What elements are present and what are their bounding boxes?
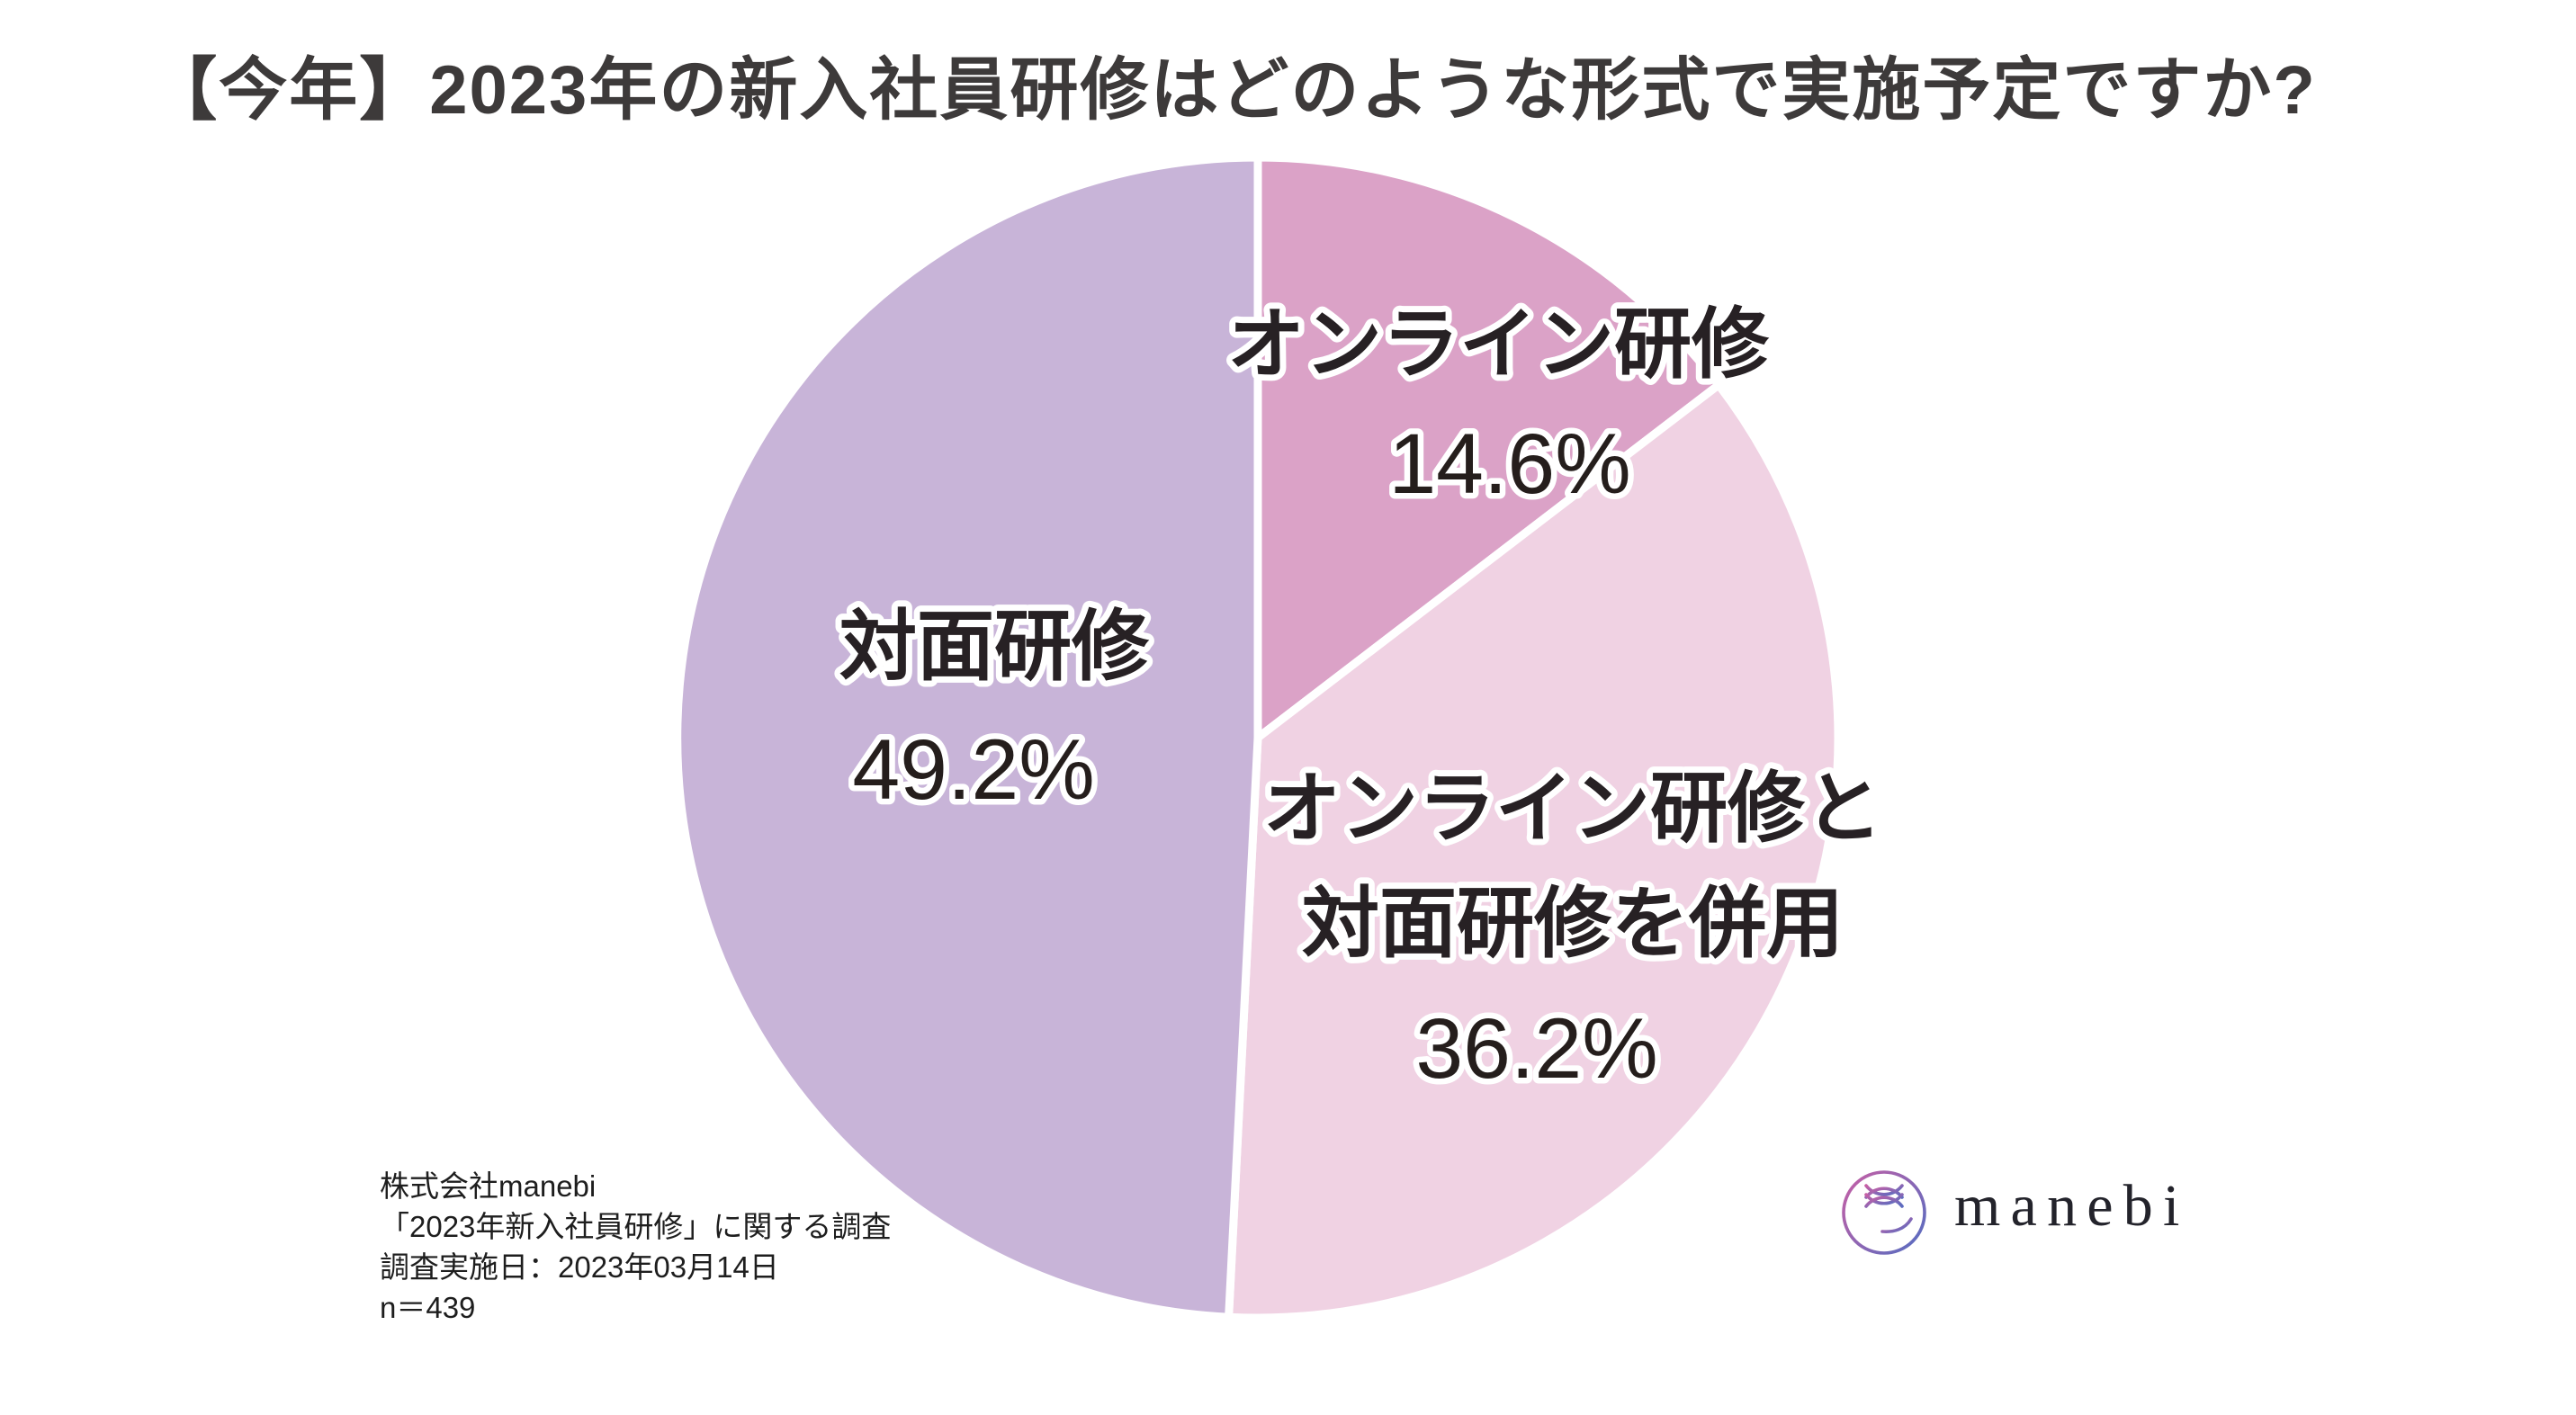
survey-source-block: 株式会社manebi 「2023年新入社員研修」に関する調査 調査実施日：202… xyxy=(380,1166,891,1328)
pie-slices xyxy=(673,153,1843,1322)
source-company: 株式会社manebi xyxy=(380,1169,597,1203)
slice-pct-hybrid: 36.2% xyxy=(1415,1001,1657,1097)
chart-title: 【今年】2023年の新入社員研修はどのような形式で実施予定ですか? xyxy=(148,52,2317,129)
pie-slice-2 xyxy=(673,153,1262,1321)
manebi-brand: manebi xyxy=(1839,1166,2190,1259)
slice-label-hybrid-line1: オンライン研修と xyxy=(1263,766,1882,852)
manebi-logo-wordmark: manebi xyxy=(1954,1173,2190,1239)
pie-slice-1 xyxy=(1225,381,1843,1322)
slice-label-hybrid-line2: 対面研修を併用 xyxy=(1302,881,1844,967)
source-sample-size: n＝439 xyxy=(380,1291,476,1324)
source-survey-date: 調査実施日：2023年03月14日 xyxy=(380,1250,779,1284)
slice-label-face-to-face: 対面研修 xyxy=(839,604,1150,690)
slice-pct-face-to-face: 49.2% xyxy=(852,722,1094,818)
slice-pct-online: 14.6% xyxy=(1388,416,1630,512)
pie-slice-labels: オンライン研修 14.6% オンライン研修と 対面研修を併用 36.2% 対面研… xyxy=(833,295,1889,1103)
slice-label-online: オンライン研修 xyxy=(1227,301,1770,388)
manebi-logo-icon xyxy=(1842,1170,1926,1255)
source-survey-name: 「2023年新入社員研修」に関する調査 xyxy=(380,1210,892,1243)
pie-slice-0 xyxy=(1253,153,1723,742)
